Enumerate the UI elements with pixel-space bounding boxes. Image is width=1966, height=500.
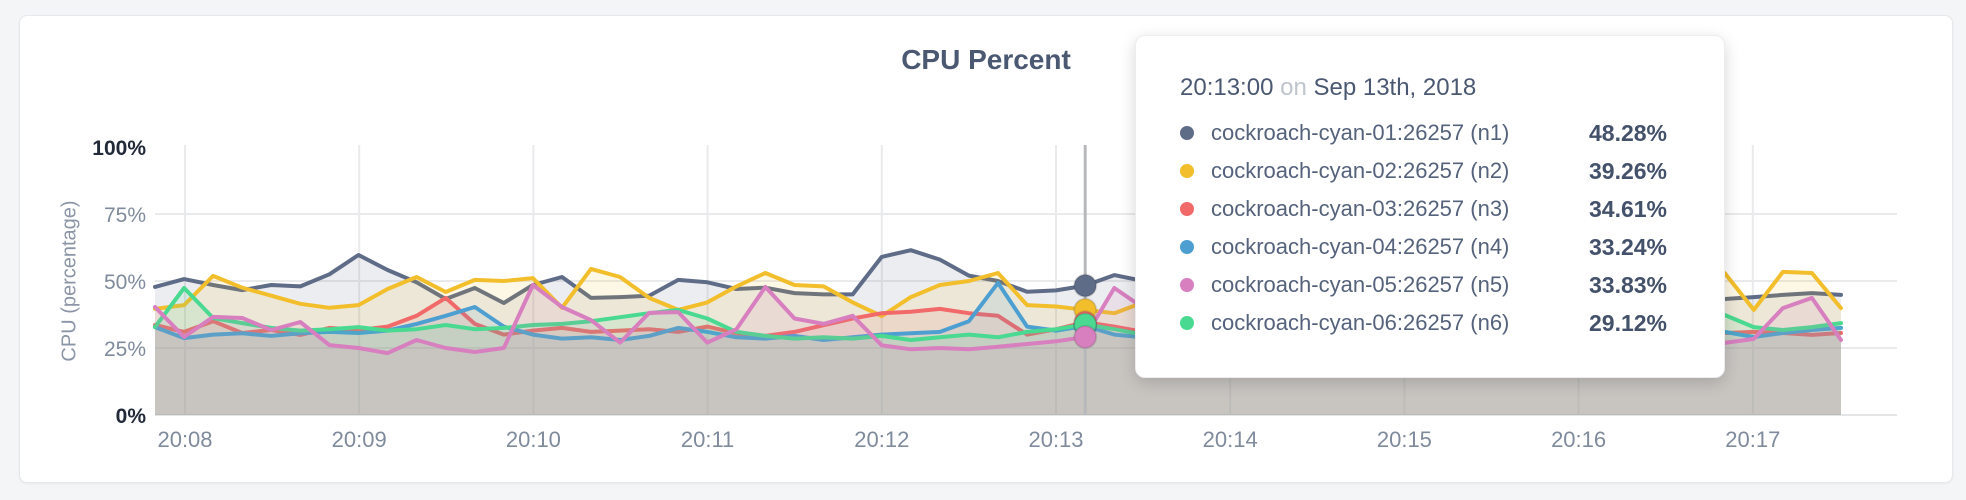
x-tick-label: 20:10 <box>506 427 561 452</box>
x-tick-label: 20:09 <box>332 427 387 452</box>
series-color-dot-icon <box>1180 202 1194 216</box>
tooltip-row: cockroach-cyan-06:26257 (n6) 29.12% <box>1180 304 1667 342</box>
series-color-dot-icon <box>1180 164 1194 178</box>
tooltip-row: cockroach-cyan-01:26257 (n1) 48.28% <box>1180 114 1667 152</box>
highlight-dot-n1 <box>1073 273 1098 298</box>
y-tick-label: 100% <box>92 137 146 160</box>
series-label: cockroach-cyan-06:26257 (n6) <box>1211 310 1510 335</box>
tooltip-row: cockroach-cyan-04:26257 (n4) 33.24% <box>1180 228 1667 266</box>
tooltip-row: cockroach-cyan-02:26257 (n2) 39.26% <box>1180 152 1667 190</box>
series-value: 39.26% <box>1588 157 1667 184</box>
series-color-dot-icon <box>1180 126 1194 140</box>
x-tick-label: 20:15 <box>1377 427 1432 452</box>
x-tick-label: 20:17 <box>1725 427 1780 452</box>
series-label: cockroach-cyan-01:26257 (n1) <box>1211 120 1510 145</box>
tooltip-row: cockroach-cyan-05:26257 (n5) 33.83% <box>1180 266 1667 304</box>
x-tick-label: 20:14 <box>1203 427 1258 452</box>
tooltip-header: 20:13:00 on Sep 13th, 2018 <box>1180 74 1667 102</box>
series-color-dot-icon <box>1180 278 1194 292</box>
series-color-dot-icon <box>1180 316 1194 330</box>
x-tick-label: 20:11 <box>681 427 734 452</box>
tooltip-row: cockroach-cyan-03:26257 (n3) 34.61% <box>1180 190 1667 228</box>
series-color-dot-icon <box>1180 240 1194 254</box>
highlight-dot-n6 <box>1073 324 1098 349</box>
series-label: cockroach-cyan-04:26257 (n4) <box>1211 234 1510 259</box>
tooltip-time: 20:13:00 <box>1180 74 1274 101</box>
series-value: 29.12% <box>1588 309 1667 336</box>
series-area-n5 <box>155 288 1841 415</box>
chart-tooltip: 20:13:00 on Sep 13th, 2018 cockroach-cya… <box>1135 35 1725 378</box>
series-area-n6 <box>155 285 1841 415</box>
series-label: cockroach-cyan-03:26257 (n3) <box>1211 196 1510 221</box>
x-tick-label: 20:13 <box>1028 427 1083 452</box>
y-tick-label: 75% <box>104 204 146 227</box>
y-axis-title: CPU (percentage) <box>58 200 81 362</box>
series-area-n4 <box>155 282 1841 415</box>
series-label: cockroach-cyan-02:26257 (n2) <box>1211 158 1510 183</box>
y-tick-label: 25% <box>104 338 146 361</box>
series-label: cockroach-cyan-05:26257 (n5) <box>1211 272 1510 297</box>
x-tick-label: 20:12 <box>854 427 909 452</box>
tooltip-conjunction: on <box>1280 74 1307 101</box>
y-tick-label: 0% <box>116 405 147 428</box>
tooltip-date: Sep 13th, 2018 <box>1313 74 1477 101</box>
tooltip-rows: cockroach-cyan-01:26257 (n1) 48.28% cockro… <box>1180 114 1667 342</box>
y-tick-label: 50% <box>104 271 146 294</box>
series-value: 33.24% <box>1588 233 1667 260</box>
series-value: 34.61% <box>1588 195 1667 222</box>
series-value: 33.83% <box>1588 271 1667 298</box>
chart-title: CPU Percent <box>901 44 1071 75</box>
series-value: 48.28% <box>1588 119 1667 146</box>
x-tick-label: 20:16 <box>1551 427 1606 452</box>
x-tick-label: 20:08 <box>157 427 212 452</box>
